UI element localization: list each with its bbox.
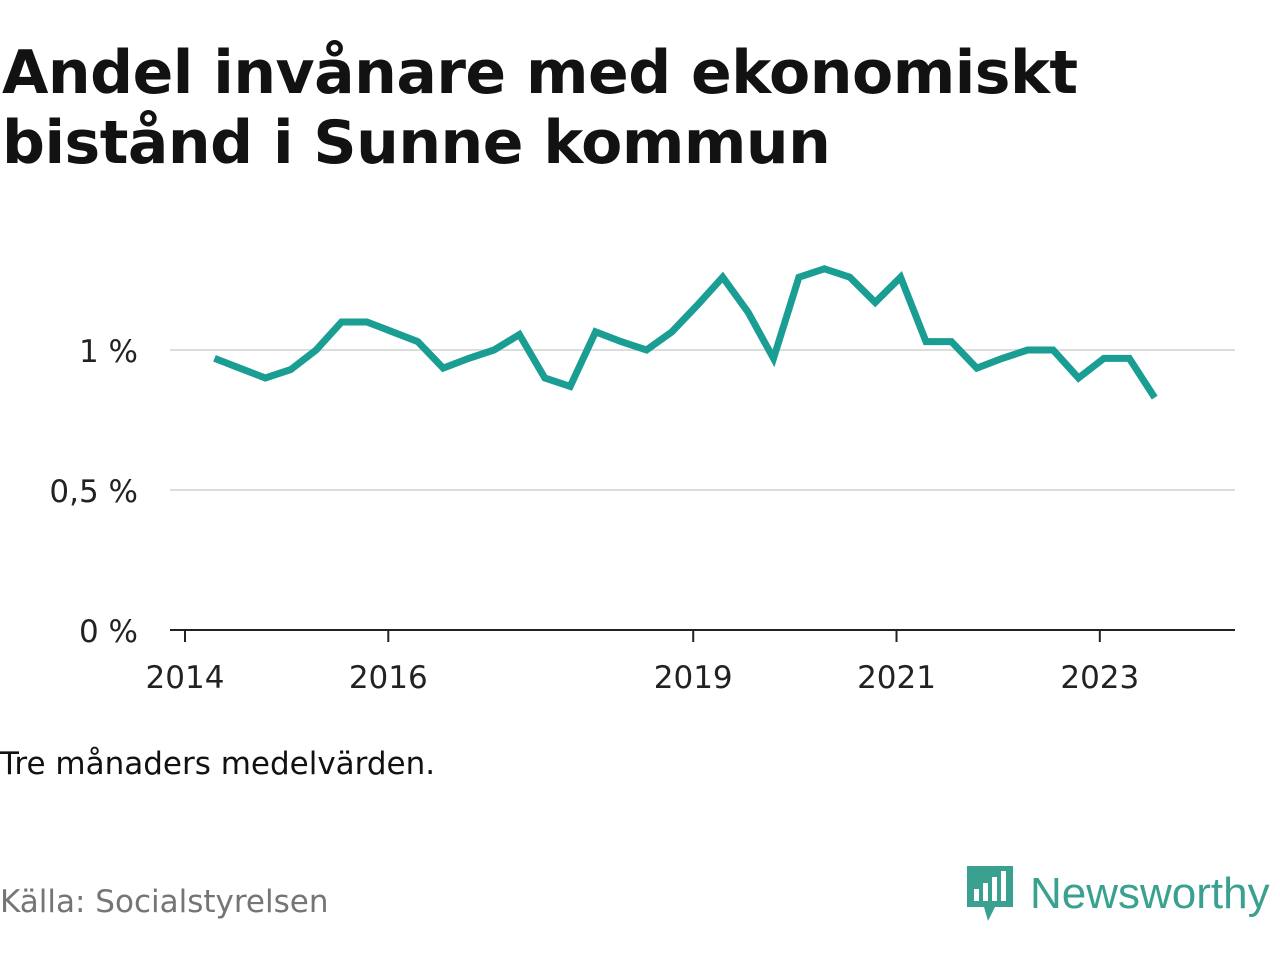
- x-tick-label: 2016: [349, 660, 428, 696]
- chart-note: Tre månaders medelvärden.: [0, 746, 436, 782]
- data-point: [389, 328, 396, 335]
- data-point: [313, 347, 320, 354]
- x-tick-label: 2019: [654, 660, 733, 696]
- data-point: [745, 309, 752, 316]
- data-points: [211, 265, 1158, 401]
- brand-logo: Newsworthy: [964, 862, 1270, 926]
- data-point: [338, 319, 345, 326]
- x-tick-label: 2014: [146, 660, 225, 696]
- data-point: [999, 355, 1006, 362]
- newsworthy-logo-icon: [967, 866, 1013, 921]
- x-axis-ticks: 2014 2016 2019 2021 2023: [146, 630, 1139, 696]
- data-point: [973, 365, 980, 372]
- data-point: [440, 365, 447, 372]
- x-tick-label: 2021: [857, 660, 936, 696]
- data-point: [1100, 355, 1107, 362]
- data-point: [1075, 375, 1082, 382]
- data-point: [567, 383, 574, 390]
- data-point: [897, 274, 904, 281]
- data-point: [592, 328, 599, 335]
- data-point: [1024, 347, 1031, 354]
- series-line: [213, 265, 1158, 400]
- x-tick-label: 2023: [1060, 660, 1139, 696]
- data-point: [1126, 355, 1133, 362]
- data-point: [694, 302, 701, 309]
- chart-title: Andel invånare med ekonomiskt bistånd i …: [2, 38, 1078, 178]
- data-point: [643, 347, 650, 354]
- data-point: [262, 375, 269, 382]
- source-credit: Källa: Socialstyrelsen: [0, 884, 329, 920]
- data-point: [948, 338, 955, 345]
- y-tick-label: 1 %: [79, 334, 138, 370]
- data-point: [414, 338, 421, 345]
- data-point: [541, 375, 548, 382]
- data-point: [211, 355, 218, 362]
- data-point: [821, 265, 828, 272]
- data-point: [770, 355, 777, 362]
- data-point: [491, 347, 498, 354]
- y-axis-labels: 0 % 0,5 % 1 %: [49, 334, 138, 650]
- data-point: [872, 299, 879, 306]
- data-point: [922, 338, 929, 345]
- y-tick-label: 0,5 %: [49, 474, 138, 510]
- data-point: [846, 274, 853, 281]
- data-point: [795, 274, 802, 281]
- data-point: [465, 355, 472, 362]
- data-point: [516, 331, 523, 338]
- data-point: [236, 365, 243, 372]
- data-point: [1151, 394, 1158, 401]
- data-point: [719, 274, 726, 281]
- y-tick-label: 0 %: [79, 614, 138, 650]
- line-chart: 0 % 0,5 % 1 % 2014 2016 2019 2021 2023: [49, 265, 1235, 696]
- data-point: [1050, 347, 1057, 354]
- data-point: [287, 366, 294, 373]
- data-point: [668, 328, 675, 335]
- brand-name: Newsworthy: [1030, 869, 1270, 918]
- data-point: [618, 338, 625, 345]
- data-point: [363, 319, 370, 326]
